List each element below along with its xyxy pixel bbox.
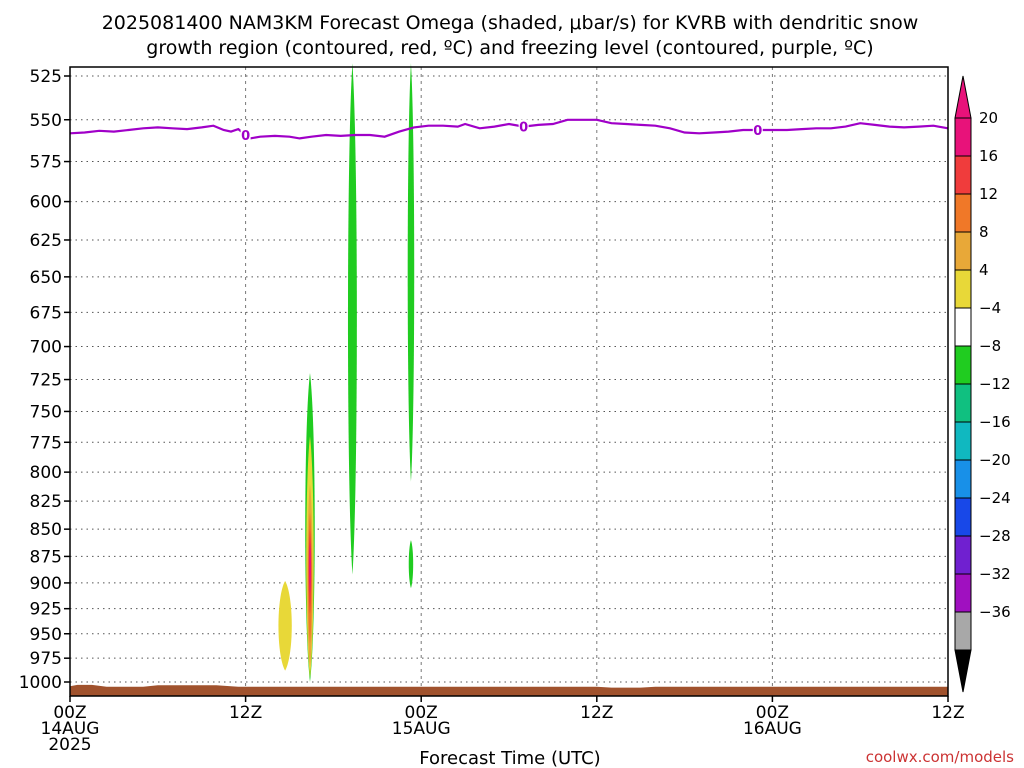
y-tick-label: 875 xyxy=(30,547,62,567)
freezing-level-label-bg xyxy=(240,127,251,141)
plot-area xyxy=(70,67,948,696)
y-tick-label: 625 xyxy=(30,231,62,251)
colorbar-label: −32 xyxy=(979,565,1011,583)
y-tick-label: 975 xyxy=(30,649,62,669)
y-tick-label: 800 xyxy=(30,463,62,483)
colorbar-label: −8 xyxy=(979,337,1001,355)
colorbar-label: 4 xyxy=(979,261,989,279)
site-credit: coolwx.com/models xyxy=(866,748,1014,766)
freezing-level-line xyxy=(69,118,949,140)
y-tick-label: 675 xyxy=(30,303,62,323)
freezing-level-label: 0 xyxy=(241,129,250,144)
colorbar-segment xyxy=(954,573,972,613)
omega-shading xyxy=(278,63,415,682)
colorbar: 20 16 12 8 4 −4 −8 −12 −16 −20 −24 −28 −32 −36 xyxy=(954,75,1011,693)
colorbar-segment xyxy=(954,231,972,271)
omega-region xyxy=(309,542,311,594)
freezing-level-label-bg xyxy=(518,119,529,133)
y-axis-ticks: 525 550 575 600 625 650 675 700 725 750 775 800 825 8… xyxy=(19,67,70,693)
colorbar-label: −36 xyxy=(979,603,1011,621)
x-tick-label: 12Z xyxy=(229,703,262,723)
y-tick-label: 575 xyxy=(30,153,62,173)
freezing-level-label: 0 xyxy=(519,121,528,136)
plot-background xyxy=(70,67,948,696)
colorbar-segment xyxy=(954,535,972,575)
colorbar-segment xyxy=(954,307,972,347)
y-tick-label: 700 xyxy=(30,338,62,358)
chart-title-line-2: growth region (contoured, red, ºC) and f… xyxy=(146,37,873,59)
omega-region xyxy=(407,63,415,482)
colorbar-label: −4 xyxy=(979,299,1001,317)
y-tick-label: 600 xyxy=(30,193,62,213)
colorbar-segment xyxy=(954,497,972,537)
y-tick-label: 650 xyxy=(30,268,62,288)
colorbar-label: 12 xyxy=(979,185,998,203)
colorbar-label: −28 xyxy=(979,527,1011,545)
x-tick-label: 2025 xyxy=(48,735,91,755)
x-tick-label: 00Z xyxy=(405,703,438,723)
y-tick-label: 950 xyxy=(30,625,62,645)
plot-frame xyxy=(69,66,949,697)
x-tick-label: 00Z xyxy=(756,703,789,723)
freezing-level-contour: 0 0 0 xyxy=(69,118,949,144)
y-tick-label: 550 xyxy=(30,111,62,131)
colorbar-label: −16 xyxy=(979,413,1011,431)
colorbar-label: 8 xyxy=(979,223,989,241)
freezing-level-label-bg xyxy=(752,122,763,136)
omega-region xyxy=(278,580,292,671)
colorbar-segment xyxy=(954,155,972,195)
x-tick-label: 15AUG xyxy=(392,719,451,739)
omega-region xyxy=(408,540,414,589)
colorbar-segment xyxy=(954,269,972,309)
y-tick-label: 525 xyxy=(30,67,62,87)
colorbar-label: −20 xyxy=(979,451,1011,469)
x-tick-label: 12Z xyxy=(931,703,964,723)
y-tick-label: 925 xyxy=(30,600,62,620)
freezing-level-label: 0 xyxy=(753,124,762,139)
y-tick-label: 750 xyxy=(30,402,62,422)
colorbar-top-arrow xyxy=(954,75,972,119)
omega-region xyxy=(347,63,357,575)
colorbar-segment xyxy=(954,117,972,157)
y-tick-label: 725 xyxy=(30,371,62,391)
colorbar-label: 16 xyxy=(979,147,998,165)
y-tick-label: 825 xyxy=(30,492,62,512)
x-tick-label: 00Z xyxy=(53,703,86,723)
colorbar-segment xyxy=(954,611,972,651)
x-axis-label: Forecast Time (UTC) xyxy=(419,748,600,768)
terrain-shape xyxy=(70,684,948,696)
y-tick-label: 775 xyxy=(30,433,62,453)
colorbar-segment xyxy=(954,383,972,423)
colorbar-label: −24 xyxy=(979,489,1011,507)
y-tick-label: 1000 xyxy=(19,673,62,693)
colorbar-segment xyxy=(954,193,972,233)
colorbar-bottom-arrow xyxy=(954,649,972,693)
colorbar-label: 20 xyxy=(979,109,998,127)
terrain-fill xyxy=(70,684,948,696)
colorbar-segment xyxy=(954,421,972,461)
x-tick-label: 16AUG xyxy=(743,719,802,739)
y-tick-label: 900 xyxy=(30,574,62,594)
gridlines xyxy=(69,67,949,696)
plot-border xyxy=(69,66,949,697)
colorbar-label: −12 xyxy=(979,375,1011,393)
chart-title-line-1: 2025081400 NAM3KM Forecast Omega (shaded… xyxy=(102,12,919,34)
y-tick-label: 850 xyxy=(30,520,62,540)
x-tick-label: 14AUG xyxy=(41,719,100,739)
colorbar-segment xyxy=(954,345,972,385)
x-tick-label: 12Z xyxy=(580,703,613,723)
colorbar-segment xyxy=(954,459,972,499)
